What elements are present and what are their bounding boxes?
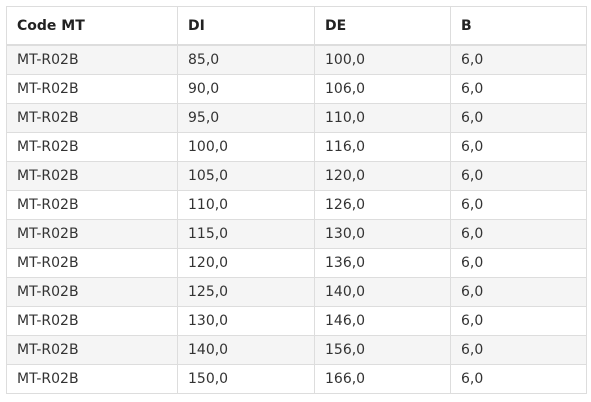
table-row: MT-R02B 105,0 120,0 6,0	[6, 161, 587, 191]
cell-di: 130,0	[177, 306, 315, 336]
cell-code: MT-R02B	[6, 248, 178, 278]
cell-de: 106,0	[314, 74, 451, 104]
cell-de: 136,0	[314, 248, 451, 278]
column-header-de: DE	[314, 6, 451, 46]
cell-de: 166,0	[314, 364, 451, 394]
table-row: MT-R02B 100,0 116,0 6,0	[6, 132, 587, 162]
header-row: Code MT DI DE B	[6, 6, 587, 46]
cell-de: 120,0	[314, 161, 451, 191]
cell-de: 156,0	[314, 335, 451, 365]
table-row: MT-R02B 120,0 136,0 6,0	[6, 248, 587, 278]
cell-code: MT-R02B	[6, 103, 178, 133]
table-row: MT-R02B 125,0 140,0 6,0	[6, 277, 587, 307]
cell-b: 6,0	[450, 44, 587, 75]
cell-code: MT-R02B	[6, 132, 178, 162]
cell-code: MT-R02B	[6, 161, 178, 191]
cell-b: 6,0	[450, 277, 587, 307]
column-header-di: DI	[177, 6, 315, 46]
cell-b: 6,0	[450, 335, 587, 365]
table-row: MT-R02B 110,0 126,0 6,0	[6, 190, 587, 220]
cell-b: 6,0	[450, 190, 587, 220]
cell-de: 130,0	[314, 219, 451, 249]
table-header: Code MT DI DE B	[6, 6, 587, 46]
table-row: MT-R02B 90,0 106,0 6,0	[6, 74, 587, 104]
cell-code: MT-R02B	[6, 364, 178, 394]
cell-di: 90,0	[177, 74, 315, 104]
cell-di: 110,0	[177, 190, 315, 220]
cell-code: MT-R02B	[6, 74, 178, 104]
cell-di: 105,0	[177, 161, 315, 191]
cell-b: 6,0	[450, 306, 587, 336]
cell-de: 116,0	[314, 132, 451, 162]
product-table-container: Code MT DI DE B MT-R02B 85,0 100,0 6,0 MT-R0…	[6, 6, 587, 394]
cell-de: 100,0	[314, 44, 451, 75]
table-row: MT-R02B 130,0 146,0 6,0	[6, 306, 587, 336]
product-dimensions-table: Code MT DI DE B MT-R02B 85,0 100,0 6,0 MT-R0…	[6, 6, 587, 394]
cell-code: MT-R02B	[6, 277, 178, 307]
cell-b: 6,0	[450, 132, 587, 162]
cell-code: MT-R02B	[6, 335, 178, 365]
cell-b: 6,0	[450, 161, 587, 191]
cell-di: 100,0	[177, 132, 315, 162]
table-row: MT-R02B 115,0 130,0 6,0	[6, 219, 587, 249]
cell-code: MT-R02B	[6, 219, 178, 249]
cell-de: 110,0	[314, 103, 451, 133]
cell-code: MT-R02B	[6, 190, 178, 220]
cell-di: 120,0	[177, 248, 315, 278]
cell-de: 146,0	[314, 306, 451, 336]
cell-di: 140,0	[177, 335, 315, 365]
table-row: MT-R02B 85,0 100,0 6,0	[6, 44, 587, 75]
table-body: MT-R02B 85,0 100,0 6,0 MT-R02B 90,0 106,0 6,0 MT…	[6, 44, 587, 394]
cell-di: 85,0	[177, 44, 315, 75]
table-row: MT-R02B 95,0 110,0 6,0	[6, 103, 587, 133]
cell-di: 125,0	[177, 277, 315, 307]
cell-di: 95,0	[177, 103, 315, 133]
cell-b: 6,0	[450, 248, 587, 278]
cell-code: MT-R02B	[6, 44, 178, 75]
table-row: MT-R02B 150,0 166,0 6,0	[6, 364, 587, 394]
cell-b: 6,0	[450, 219, 587, 249]
table-row: MT-R02B 140,0 156,0 6,0	[6, 335, 587, 365]
cell-b: 6,0	[450, 103, 587, 133]
cell-de: 126,0	[314, 190, 451, 220]
cell-b: 6,0	[450, 364, 587, 394]
column-header-b: B	[450, 6, 587, 46]
cell-di: 150,0	[177, 364, 315, 394]
cell-code: MT-R02B	[6, 306, 178, 336]
cell-de: 140,0	[314, 277, 451, 307]
column-header-code: Code MT	[6, 6, 178, 46]
cell-b: 6,0	[450, 74, 587, 104]
cell-di: 115,0	[177, 219, 315, 249]
